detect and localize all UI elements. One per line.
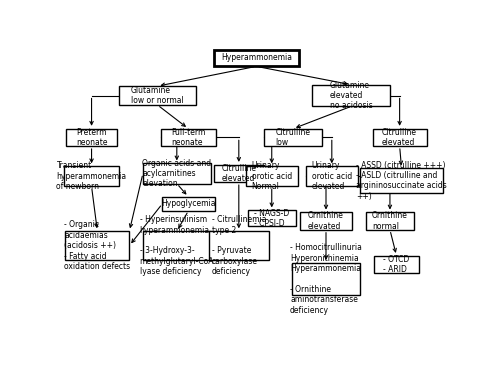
- FancyBboxPatch shape: [372, 129, 427, 146]
- Text: - ASSD (citrulline +++)
- ASLD (citrulline and
argininosuccinate acids
++): - ASSD (citrulline +++) - ASLD (citrulli…: [356, 160, 447, 201]
- Text: - Hyperinsulinism
hyperammonemia

- 3-Hydroxy-3-
methylglutaryl-CoA
lyase defici: - Hyperinsulinism hyperammonemia - 3-Hyd…: [140, 215, 214, 276]
- Text: Hyperammonemia: Hyperammonemia: [221, 54, 292, 63]
- FancyBboxPatch shape: [64, 166, 118, 186]
- Text: Full-term
neonate: Full-term neonate: [171, 128, 205, 147]
- FancyBboxPatch shape: [360, 168, 443, 193]
- FancyBboxPatch shape: [312, 85, 390, 106]
- FancyBboxPatch shape: [143, 164, 210, 184]
- FancyBboxPatch shape: [374, 256, 419, 273]
- FancyBboxPatch shape: [209, 231, 269, 260]
- FancyBboxPatch shape: [162, 129, 216, 146]
- Text: - Organic
acidaemias
(acidosis ++)
- Fatty acid
oxidation defects: - Organic acidaemias (acidosis ++) - Fat…: [64, 220, 130, 271]
- Text: - NAGS-D
- CPSI-D: - NAGS-D - CPSI-D: [254, 209, 290, 228]
- Text: Citrulline
low: Citrulline low: [276, 128, 310, 147]
- Text: Urinary
orotic acid
elevated: Urinary orotic acid elevated: [312, 162, 352, 191]
- Text: - OTCD
- ARID: - OTCD - ARID: [384, 255, 409, 274]
- FancyBboxPatch shape: [66, 129, 117, 146]
- FancyBboxPatch shape: [162, 197, 214, 211]
- Text: Ornithine
elevated: Ornithine elevated: [308, 211, 344, 231]
- Text: Preterm
neonate: Preterm neonate: [76, 128, 108, 147]
- Text: Citrulline
elevated: Citrulline elevated: [222, 164, 256, 183]
- Text: Ornithine
normal: Ornithine normal: [372, 211, 408, 231]
- FancyBboxPatch shape: [264, 129, 322, 146]
- Text: Urinary
orotic acid
Normal: Urinary orotic acid Normal: [252, 162, 292, 191]
- FancyBboxPatch shape: [292, 263, 360, 295]
- FancyBboxPatch shape: [248, 210, 296, 226]
- Text: - Citrullinemia
type 2

- Pyruvate
carboxylase
deficiency: - Citrullinemia type 2 - Pyruvate carbox…: [212, 215, 266, 276]
- FancyBboxPatch shape: [214, 50, 299, 66]
- FancyBboxPatch shape: [306, 166, 358, 186]
- Text: Citrulline
elevated: Citrulline elevated: [382, 128, 417, 147]
- Text: Transient
hyperammonemia
of newborn: Transient hyperammonemia of newborn: [56, 162, 126, 191]
- Text: Glutamine
low or normal: Glutamine low or normal: [131, 86, 184, 105]
- FancyBboxPatch shape: [143, 231, 210, 260]
- Text: - Homocitrullinuria
Hyperonithinemia
Hyperammonemia

- Ornithine
aminotransferas: - Homocitrullinuria Hyperonithinemia Hyp…: [290, 243, 362, 315]
- FancyBboxPatch shape: [214, 165, 264, 182]
- Text: Hypoglycemia: Hypoglycemia: [161, 200, 216, 208]
- Text: Glutamine
elevated
no acidosis: Glutamine elevated no acidosis: [330, 81, 372, 110]
- FancyBboxPatch shape: [300, 213, 352, 230]
- FancyBboxPatch shape: [66, 231, 130, 260]
- Text: Organic acids and
acylcarnitines
elevation: Organic acids and acylcarnitines elevati…: [142, 159, 212, 188]
- FancyBboxPatch shape: [118, 86, 196, 105]
- FancyBboxPatch shape: [246, 166, 298, 186]
- FancyBboxPatch shape: [366, 213, 414, 230]
